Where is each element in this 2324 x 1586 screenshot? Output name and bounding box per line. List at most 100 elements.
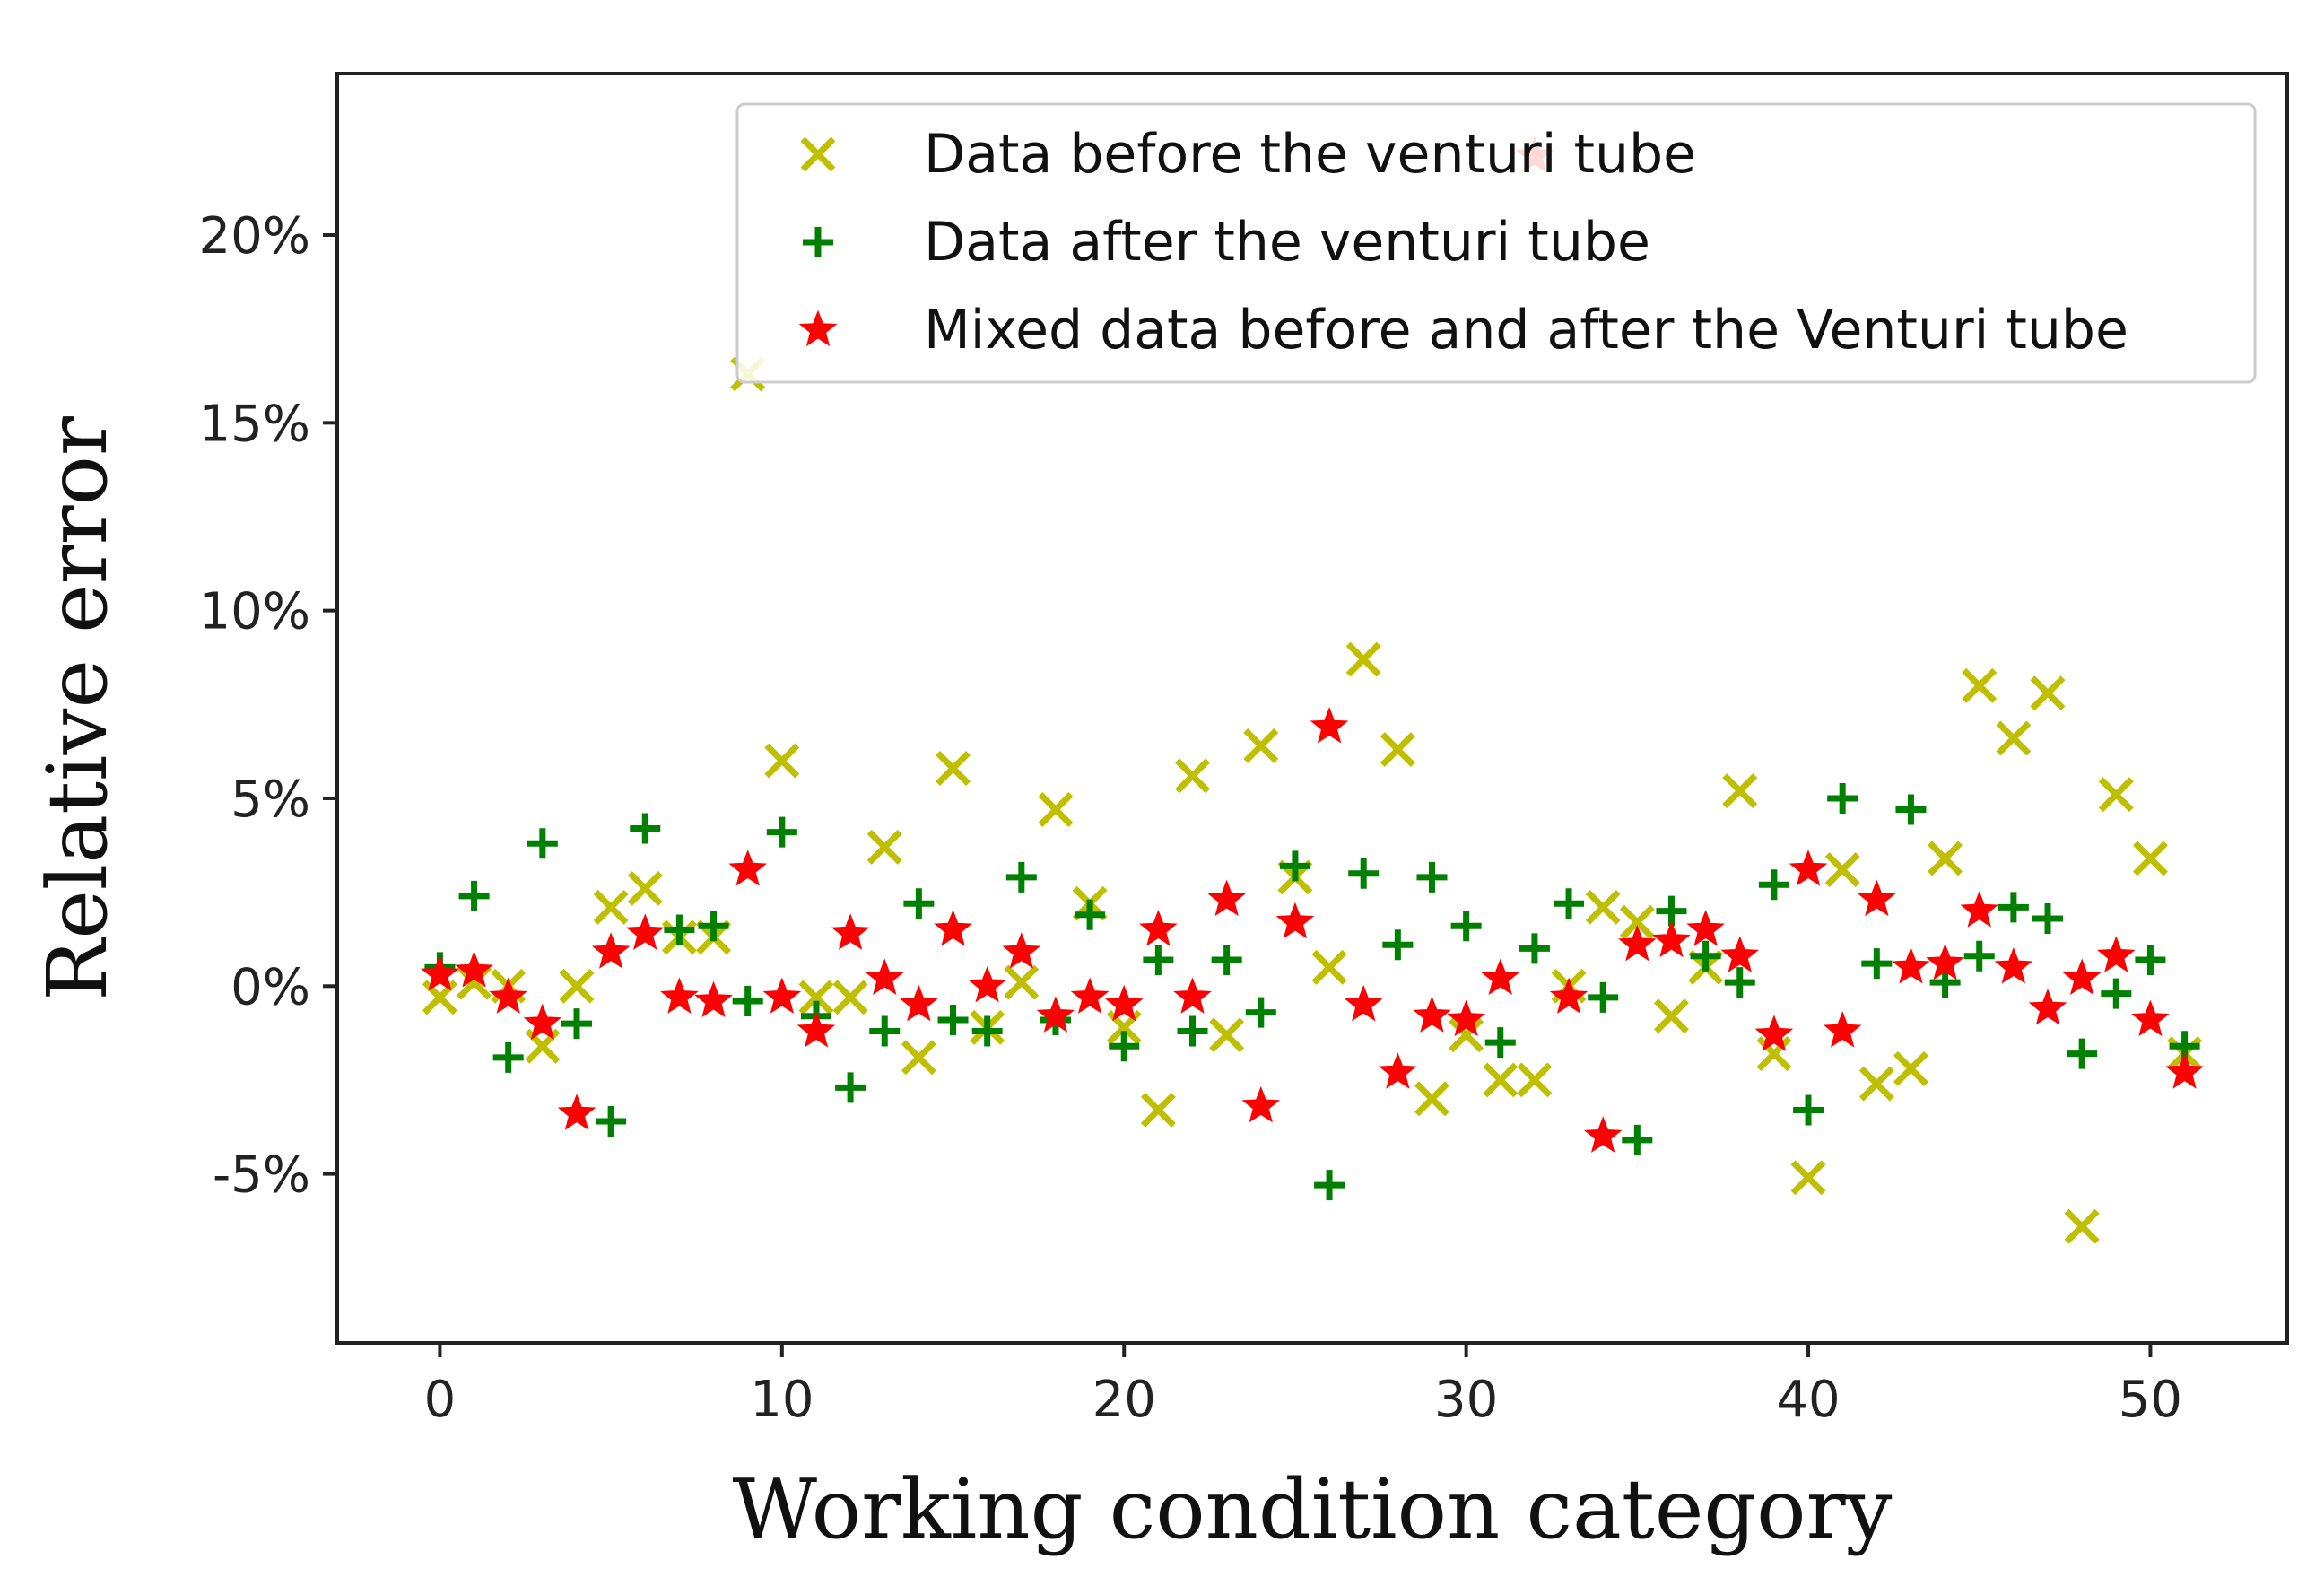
y-tick-label: 20% <box>199 207 310 266</box>
point-mixed <box>1241 1085 1281 1123</box>
point-before-venturi <box>1585 889 1621 925</box>
point-after-venturi <box>869 1015 901 1047</box>
point-mixed <box>455 951 493 988</box>
point-after-venturi <box>2101 978 2132 1009</box>
point-before-venturi <box>1038 792 1074 828</box>
y-tick-label: 0% <box>231 958 310 1016</box>
point-mixed <box>625 913 665 950</box>
point-mixed <box>660 977 699 1014</box>
x-axis-title: Working condition category <box>732 1461 1892 1557</box>
x-axis-ticks: 0 10 20 30 40 50 <box>424 1343 2182 1429</box>
legend-label-before: Data before the venturi tube <box>924 123 1696 186</box>
x-tick-label: 30 <box>1434 1371 1498 1429</box>
point-after-venturi <box>1998 892 2029 923</box>
point-before-venturi <box>1483 1062 1519 1098</box>
point-mixed <box>1960 891 1999 928</box>
point-mixed <box>1481 958 1520 996</box>
point-mixed <box>728 850 768 886</box>
point-mixed <box>1002 932 1041 969</box>
point-mixed <box>1857 879 1896 917</box>
point-mixed <box>1652 920 1691 958</box>
point-before-venturi <box>1858 1066 1894 1102</box>
point-before-venturi <box>1722 773 1758 809</box>
point-before-venturi <box>1962 667 1998 703</box>
point-before-venturi <box>1517 1062 1553 1098</box>
point-before-venturi <box>1756 1036 1792 1072</box>
point-before-venturi <box>936 751 971 786</box>
point-after-venturi <box>1827 782 1858 814</box>
point-mixed <box>1344 984 1383 1022</box>
point-after-venturi <box>937 1004 969 1035</box>
x-tick-label: 40 <box>1776 1371 1840 1429</box>
series-1 <box>422 356 2203 1244</box>
point-mixed <box>1754 1015 1794 1051</box>
y-axis-title: Relative error <box>30 416 126 1001</box>
point-mixed <box>1994 947 2033 984</box>
point-after-venturi <box>527 828 558 859</box>
point-after-venturi <box>1484 1027 1516 1059</box>
y-tick-label: -5% <box>213 1146 310 1205</box>
point-mixed <box>1892 947 1930 984</box>
point-mixed <box>900 984 938 1022</box>
point-before-venturi <box>1243 728 1279 763</box>
point-mixed <box>1379 1052 1417 1089</box>
point-after-venturi <box>458 880 490 911</box>
data-points <box>421 135 2204 1244</box>
point-before-venturi <box>798 980 834 1015</box>
point-mixed <box>421 954 459 991</box>
point-mixed <box>2062 958 2102 996</box>
legend-label-after: Data after the venturi tube <box>924 211 1650 274</box>
point-after-venturi <box>971 1015 1003 1047</box>
point-mixed <box>1036 996 1075 1033</box>
point-mixed <box>1104 984 1144 1022</box>
point-after-venturi <box>1211 944 1242 975</box>
legend-label-mixed: Mixed data before and after the Venturi … <box>924 299 2128 362</box>
x-tick-label: 10 <box>750 1371 814 1429</box>
point-after-venturi <box>1554 888 1585 919</box>
point-after-venturi <box>1075 899 1106 930</box>
point-mixed <box>1139 910 1178 946</box>
legend-marker-before <box>800 136 836 172</box>
point-before-venturi <box>593 889 629 925</box>
point-after-venturi <box>1279 850 1310 882</box>
point-after-venturi <box>1690 940 1721 972</box>
point-mixed <box>1447 999 1485 1037</box>
legend-markers <box>798 136 838 347</box>
point-before-venturi <box>559 968 595 1004</box>
point-mixed <box>934 910 972 946</box>
point-mixed <box>557 1094 596 1130</box>
point-after-venturi <box>1450 911 1482 942</box>
point-after-venturi <box>2135 944 2166 975</box>
point-after-venturi <box>766 816 797 848</box>
point-after-venturi <box>1382 929 1414 961</box>
point-mixed <box>831 913 870 950</box>
point-mixed <box>1275 902 1315 939</box>
point-before-venturi <box>1414 1081 1449 1117</box>
point-after-venturi <box>1724 967 1755 998</box>
point-after-venturi <box>1348 858 1380 889</box>
point-before-venturi <box>2132 841 2168 876</box>
point-after-venturi <box>630 813 661 844</box>
point-before-venturi <box>764 743 800 779</box>
point-before-venturi <box>1996 720 2032 756</box>
point-mixed <box>2131 999 2170 1037</box>
point-after-venturi <box>732 986 763 1017</box>
point-after-venturi <box>698 911 729 942</box>
point-mixed <box>1789 850 1828 886</box>
point-after-venturi <box>1758 869 1789 901</box>
point-mixed <box>865 958 904 996</box>
point-before-venturi <box>1619 904 1655 940</box>
point-mixed <box>1070 977 1110 1014</box>
point-after-venturi <box>561 1008 592 1040</box>
y-tick-label: 10% <box>199 583 310 641</box>
point-after-venturi <box>664 914 695 946</box>
point-after-venturi <box>835 1072 866 1103</box>
point-mixed <box>1207 879 1246 917</box>
point-after-venturi <box>1143 944 1174 975</box>
y-axis-ticks: -5% 0% 5% 10% 15% 20% <box>199 207 337 1205</box>
point-mixed <box>762 977 802 1014</box>
point-before-venturi <box>1824 852 1860 887</box>
point-mixed <box>2165 1052 2204 1089</box>
point-before-venturi <box>1449 1017 1484 1053</box>
